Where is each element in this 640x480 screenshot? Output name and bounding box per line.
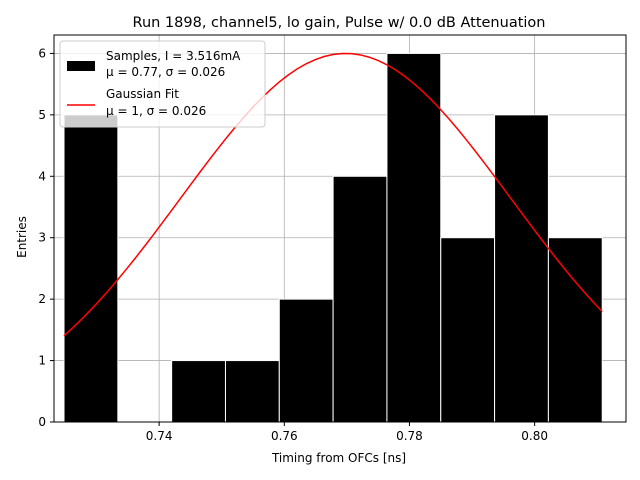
y-tick-label: 2 bbox=[38, 292, 46, 306]
x-axis-ticks: 0.74 0.76 0.78 0.80 bbox=[146, 422, 548, 443]
y-tick-label: 6 bbox=[38, 46, 46, 60]
x-tick-label: 0.78 bbox=[396, 429, 423, 443]
histogram-bars bbox=[63, 52, 603, 423]
histogram-bar bbox=[332, 175, 388, 423]
x-tick-label: 0.80 bbox=[521, 429, 548, 443]
histogram-bar bbox=[386, 52, 442, 423]
legend-box bbox=[59, 40, 266, 128]
axes-frame bbox=[53, 34, 627, 423]
histogram-bar bbox=[278, 298, 334, 423]
chart-title: Run 1898, channel5, lo gain, Pulse w/ 0.… bbox=[133, 15, 546, 31]
histogram-bar bbox=[547, 237, 603, 423]
y-tick-label: 1 bbox=[38, 354, 46, 368]
y-axis-label: Entries bbox=[15, 216, 29, 258]
legend-fit-stats: μ = 1, σ = 0.026 bbox=[106, 104, 206, 118]
y-tick-label: 3 bbox=[38, 231, 46, 245]
histogram-bar bbox=[494, 114, 549, 423]
legend-fit-label: Gaussian Fit bbox=[106, 87, 179, 101]
histogram-bar bbox=[171, 360, 226, 423]
y-tick-label: 0 bbox=[38, 415, 46, 429]
histogram-bar bbox=[440, 237, 496, 423]
legend-samples-swatch bbox=[67, 61, 95, 71]
legend-samples-label: Samples, I = 3.516mA bbox=[106, 49, 241, 63]
y-axis-ticks: 0 1 2 3 4 5 6 bbox=[38, 46, 54, 429]
y-tick-label: 4 bbox=[38, 169, 46, 183]
legend: Samples, I = 3.516mA μ = 0.77, σ = 0.026… bbox=[59, 40, 266, 128]
gaussian-fit-curve bbox=[63, 52, 603, 337]
legend-samples-stats: μ = 0.77, σ = 0.026 bbox=[106, 65, 225, 79]
histogram-bar bbox=[63, 114, 119, 423]
y-tick-label: 5 bbox=[38, 108, 46, 122]
x-axis-label: Timing from OFCs [ns] bbox=[271, 451, 406, 465]
histogram-bar bbox=[224, 360, 280, 423]
x-tick-label: 0.76 bbox=[271, 429, 298, 443]
x-tick-label: 0.74 bbox=[146, 429, 173, 443]
